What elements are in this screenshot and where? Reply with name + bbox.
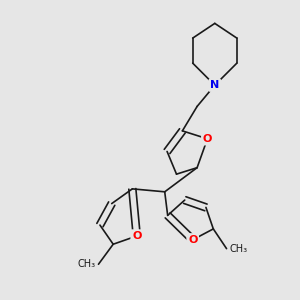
Text: O: O (188, 235, 197, 245)
Text: O: O (132, 231, 141, 241)
Text: N: N (210, 80, 219, 90)
Text: CH₃: CH₃ (230, 244, 247, 254)
Text: O: O (203, 134, 212, 144)
Text: CH₃: CH₃ (77, 259, 95, 269)
